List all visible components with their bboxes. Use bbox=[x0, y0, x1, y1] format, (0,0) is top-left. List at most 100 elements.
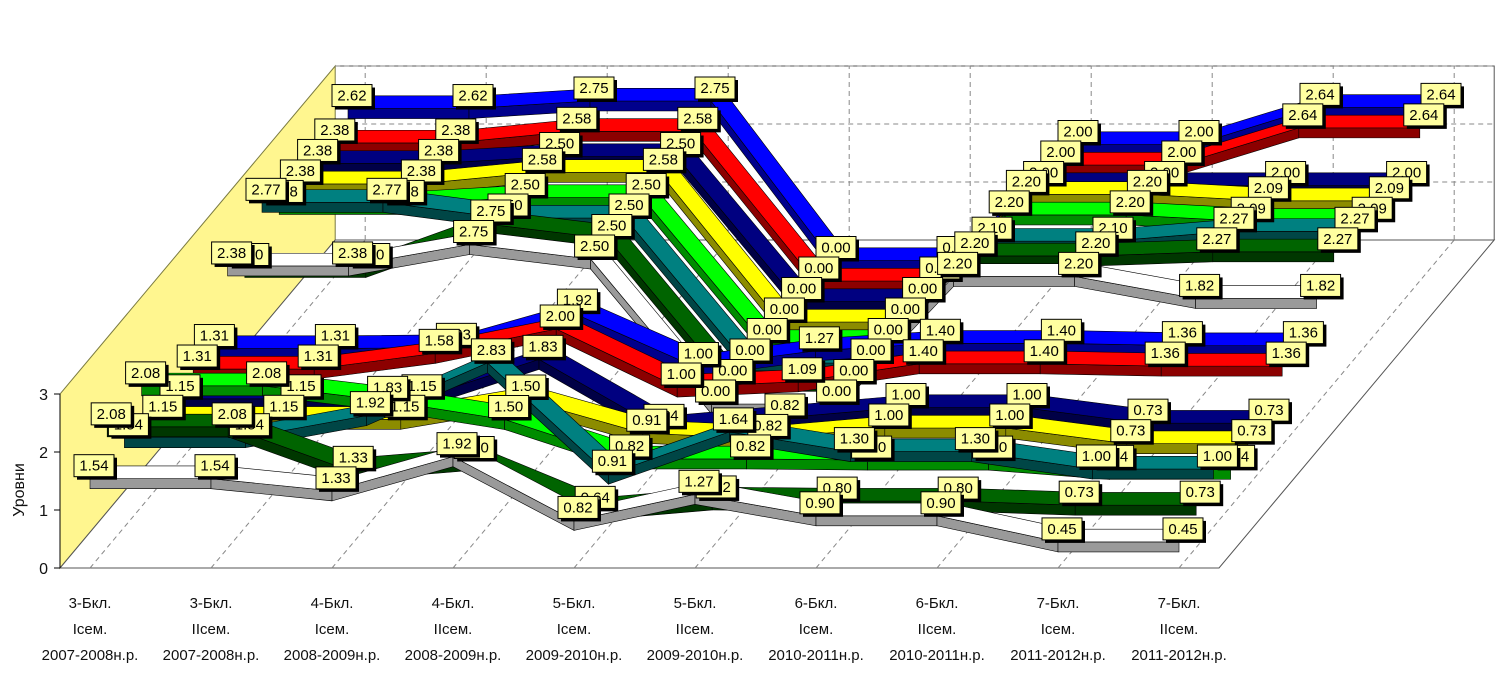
data-label-text: 2.83 bbox=[477, 342, 506, 359]
data-label-box bbox=[730, 434, 772, 458]
data-label-box bbox=[488, 395, 530, 418]
data-label: 2.38 bbox=[314, 118, 358, 144]
data-label-box bbox=[591, 449, 633, 473]
data-label-text: 2.75 bbox=[700, 80, 729, 97]
data-label: 1.64 bbox=[712, 407, 757, 433]
data-label: 2.64 bbox=[1299, 82, 1343, 109]
data-label: 0.00 bbox=[712, 359, 756, 385]
data-label-box bbox=[1179, 273, 1221, 297]
data-label-text: 0.00 bbox=[753, 322, 782, 339]
y-tick-label: 2 bbox=[39, 445, 48, 462]
data-label-box bbox=[73, 454, 115, 478]
data-label-text: 0.82 bbox=[770, 397, 799, 414]
data-label-text: 1.00 bbox=[684, 346, 713, 363]
data-label: 0.82 bbox=[764, 393, 808, 419]
data-label-text: 1.40 bbox=[909, 343, 938, 360]
data-label-text: 1.31 bbox=[304, 348, 333, 365]
data-label-box bbox=[539, 304, 581, 328]
data-label: 2.58 bbox=[556, 106, 600, 133]
data-label: 2.77 bbox=[245, 177, 289, 204]
data-label-text: 0.00 bbox=[821, 240, 850, 257]
data-label-text: 0.91 bbox=[632, 412, 661, 429]
x-tick-label: 2011-2012н.р. bbox=[1131, 647, 1227, 664]
x-tick-label: 2008-2009н.р. bbox=[405, 647, 502, 664]
data-label: 1.36 bbox=[1265, 341, 1310, 368]
data-label-box bbox=[1162, 517, 1204, 541]
data-label: 1.50 bbox=[488, 395, 532, 421]
data-label: 1.30 bbox=[833, 427, 878, 453]
data-label: 1.54 bbox=[73, 454, 117, 480]
data-label: 2.64 bbox=[1282, 103, 1326, 129]
data-label-text: 2.64 bbox=[1409, 107, 1438, 124]
data-label-text: 1.31 bbox=[200, 328, 229, 345]
ribbon-side bbox=[953, 276, 1075, 287]
x-tick-label: 6-Бкл. bbox=[916, 595, 959, 612]
data-label: 1.00 bbox=[660, 362, 705, 388]
data-label-text: 0.73 bbox=[1065, 484, 1094, 501]
ribbon-side bbox=[1160, 365, 1283, 377]
data-label: 2.75 bbox=[470, 199, 514, 225]
data-label-text: 0.90 bbox=[805, 495, 834, 512]
data-label: 2.62 bbox=[452, 84, 496, 110]
data-label: 0.00 bbox=[763, 297, 808, 323]
data-label-text: 1.31 bbox=[321, 328, 350, 345]
data-label-text: 2.27 bbox=[1219, 210, 1248, 227]
data-label-text: 0.90 bbox=[926, 495, 955, 512]
data-label-text: 1.15 bbox=[407, 378, 436, 395]
x-tick-label: 3-Бкл. bbox=[69, 595, 112, 612]
data-label: 1.00 bbox=[677, 342, 722, 368]
data-label-box bbox=[574, 234, 616, 258]
data-label: 1.36 bbox=[1144, 341, 1189, 368]
data-label: 1.27 bbox=[678, 469, 722, 496]
data-label-text: 0.00 bbox=[891, 301, 920, 318]
x-tick-label: 5-Бкл. bbox=[553, 595, 596, 612]
data-label-text: 1.40 bbox=[926, 322, 955, 339]
data-label: 2.00 bbox=[1057, 120, 1101, 146]
data-label-text: 2.64 bbox=[1288, 107, 1317, 124]
x-tick-label: 7-Бкл. bbox=[1158, 595, 1201, 612]
data-label-text: 2.20 bbox=[960, 235, 989, 252]
data-label-text: 1.27 bbox=[684, 473, 713, 490]
data-label: 2.38 bbox=[418, 138, 462, 165]
data-label-text: 1.50 bbox=[511, 378, 540, 395]
data-label: 2.27 bbox=[1196, 227, 1240, 253]
data-label-text: 0.00 bbox=[856, 342, 885, 359]
data-label: 2.20 bbox=[1005, 169, 1050, 196]
back-wall-edge bbox=[335, 65, 1495, 240]
data-label: 1.00 bbox=[1006, 383, 1050, 409]
data-label-text: 1.92 bbox=[442, 436, 471, 453]
data-label: 2.83 bbox=[470, 338, 515, 364]
y-tick-label: 0 bbox=[39, 561, 48, 578]
data-label-text: 2.27 bbox=[1323, 231, 1352, 248]
x-tick-label: Iсем. bbox=[557, 621, 592, 638]
ribbon-side bbox=[89, 478, 212, 489]
data-label: 1.83 bbox=[522, 334, 566, 361]
data-label-text: 1.54 bbox=[79, 458, 108, 475]
data-label: 1.30 bbox=[954, 427, 999, 453]
data-label: 1.92 bbox=[349, 391, 394, 417]
data-label-text: 2.20 bbox=[1012, 173, 1041, 190]
data-label-box bbox=[246, 361, 288, 385]
data-label-box bbox=[1041, 517, 1083, 541]
data-label-text: 0.00 bbox=[874, 322, 903, 339]
data-label: 0.00 bbox=[781, 277, 825, 303]
x-tick-label: 2010-2011н.р. bbox=[889, 647, 985, 664]
data-label-box bbox=[677, 106, 719, 130]
data-label: 2.20 bbox=[1126, 169, 1171, 196]
data-label-box bbox=[1058, 251, 1100, 275]
data-label-text: 0.91 bbox=[598, 453, 627, 470]
x-tick-label: IIсем. bbox=[676, 621, 715, 638]
data-label: 1.82 bbox=[1179, 273, 1223, 300]
data-label-text: 0.73 bbox=[1254, 402, 1283, 419]
data-label-text: 1.36 bbox=[1151, 345, 1180, 362]
data-label: 0.00 bbox=[902, 277, 946, 303]
x-tick-label: IIсем. bbox=[918, 621, 957, 638]
data-label-text: 2.58 bbox=[562, 110, 591, 127]
data-label-text: 1.15 bbox=[148, 398, 177, 415]
data-label-text: 1.83 bbox=[528, 338, 557, 355]
x-tick-label: IIсем. bbox=[192, 621, 231, 638]
data-label-text: 2.38 bbox=[441, 122, 470, 139]
data-label-text: 0.00 bbox=[770, 301, 799, 318]
data-label: 2.08 bbox=[125, 361, 169, 387]
data-label-box bbox=[125, 361, 167, 385]
